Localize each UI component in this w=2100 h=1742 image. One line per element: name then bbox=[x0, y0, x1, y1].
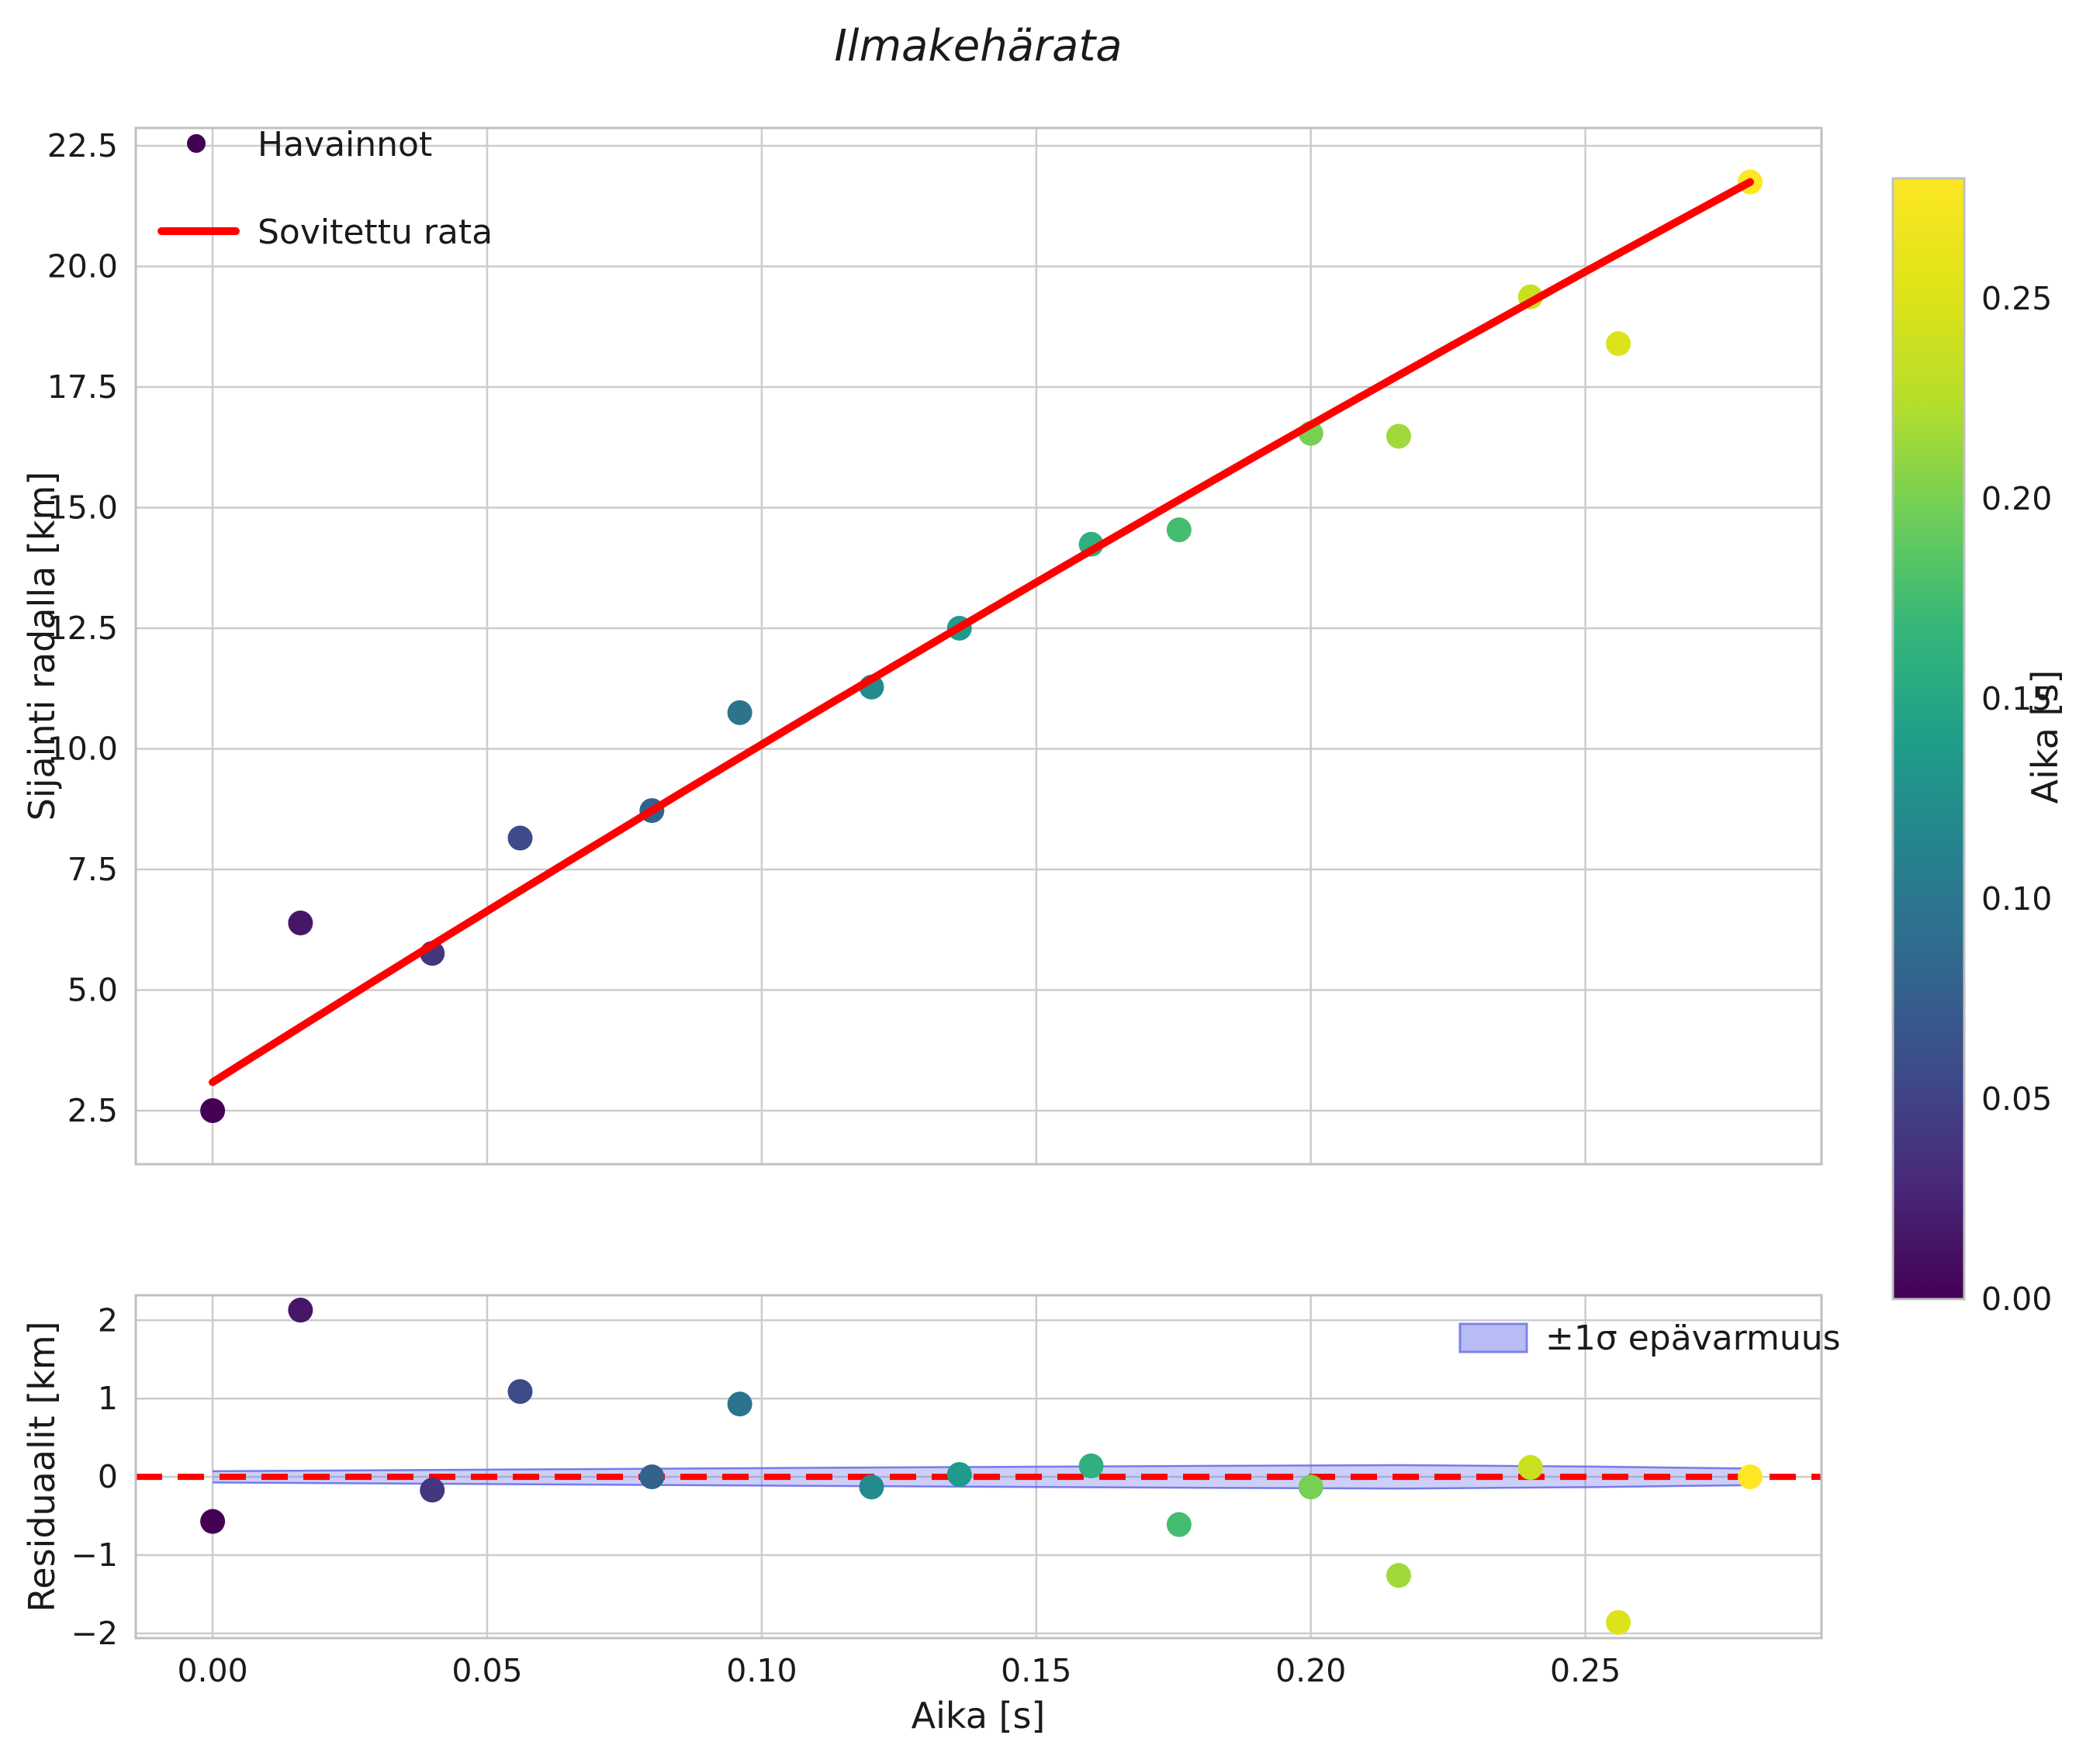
top-y-tick-label: 17.5 bbox=[47, 368, 118, 406]
colorbar-gradient bbox=[1893, 178, 1964, 1299]
top-y-tick-label: 15.0 bbox=[47, 489, 118, 526]
observation-points bbox=[200, 169, 1763, 1123]
legend-band-patch bbox=[1458, 1322, 1528, 1353]
axes-spines bbox=[134, 126, 1823, 1640]
bottom-y-tick-label: −1 bbox=[71, 1536, 118, 1574]
residual-point bbox=[420, 1478, 445, 1503]
colorbar: 0.00 0.05 0.10 0.15 0.20 0.25 bbox=[1891, 177, 2052, 1318]
bottom-y-tick-label: −2 bbox=[71, 1615, 118, 1652]
top-y-tick-label: 2.5 bbox=[67, 1092, 118, 1129]
observation-point bbox=[288, 911, 313, 936]
observation-point bbox=[200, 1097, 226, 1123]
colorbar-tick-label: 0.20 bbox=[1981, 480, 2052, 517]
residual-point bbox=[288, 1298, 313, 1323]
observation-point bbox=[1606, 331, 1631, 357]
residual-point bbox=[946, 1462, 972, 1488]
top-y-tick-label: 12.5 bbox=[47, 610, 118, 647]
bottom-x-tick-label: 0.10 bbox=[726, 1652, 797, 1689]
colorbar-label: Aika [s] bbox=[2024, 670, 2066, 804]
residual-points bbox=[200, 1298, 1763, 1635]
fit-line bbox=[209, 178, 1754, 1087]
colorbar-tick-label: 0.15 bbox=[1981, 680, 2052, 717]
legend-observations-marker bbox=[187, 134, 206, 153]
axes-spine bbox=[134, 1294, 1823, 1640]
x-axis-label: Aika [s] bbox=[912, 1695, 1046, 1737]
residual-point bbox=[1386, 1563, 1411, 1588]
figure-title: Ilmakehärata bbox=[834, 21, 1122, 71]
bottom-x-tick-label: 0.25 bbox=[1550, 1652, 1621, 1689]
residual-point bbox=[1166, 1512, 1192, 1537]
legend-band-label: ±1σ epävarmuus bbox=[1545, 1319, 1841, 1358]
residual-point bbox=[1517, 1455, 1543, 1481]
bottom-x-tick-label: 0.15 bbox=[1001, 1652, 1071, 1689]
bottom-legend: ±1σ epävarmuus bbox=[1458, 1319, 1841, 1358]
top-axes-grid bbox=[136, 128, 1821, 1164]
colorbar-tick-label: 0.00 bbox=[1981, 1281, 2052, 1318]
top-y-tick-label: 20.0 bbox=[47, 248, 118, 285]
observation-point bbox=[1166, 517, 1192, 543]
band-lower-edge bbox=[213, 1481, 1750, 1490]
residual-point bbox=[1606, 1609, 1631, 1635]
observation-point bbox=[727, 700, 752, 725]
colorbar-tick-label: 0.05 bbox=[1981, 1080, 2052, 1118]
axes-spine bbox=[134, 126, 1823, 1166]
fitted-curve bbox=[209, 178, 1754, 1087]
top-legend: Havainnot Sovitettu rata bbox=[157, 125, 493, 252]
observation-point bbox=[507, 825, 533, 851]
colorbar-outline bbox=[1891, 177, 1966, 1301]
top-y-tick-label: 10.0 bbox=[47, 730, 118, 767]
top-y-tick-label: 22.5 bbox=[47, 127, 118, 164]
bottom-y-tick-label: 0 bbox=[98, 1458, 118, 1495]
residual-point bbox=[639, 1464, 665, 1490]
colorbar-tick-label: 0.10 bbox=[1981, 880, 2052, 918]
legend-fit-label: Sovitettu rata bbox=[258, 213, 493, 252]
bottom-y-tick-label: 1 bbox=[98, 1380, 118, 1417]
legend-observations-label: Havainnot bbox=[258, 125, 432, 164]
bottom-y-axis-label: Residuaalit [km] bbox=[21, 1321, 63, 1612]
top-y-axis-label: Sijainti radalla [km] bbox=[21, 472, 63, 821]
bottom-x-tick-label: 0.00 bbox=[177, 1652, 247, 1689]
top-y-tick-label: 7.5 bbox=[67, 851, 118, 888]
bottom-axes-grid bbox=[136, 1295, 1821, 1638]
colorbar-tick-label: 0.25 bbox=[1981, 280, 2052, 317]
residual-point bbox=[507, 1379, 533, 1405]
bottom-x-tick-label: 0.20 bbox=[1275, 1652, 1346, 1689]
residual-point bbox=[1078, 1453, 1104, 1478]
bottom-x-tick-label: 0.05 bbox=[451, 1652, 522, 1689]
residual-point bbox=[1298, 1474, 1323, 1500]
top-y-tick-label: 5.0 bbox=[67, 971, 118, 1008]
bottom-y-tick-label: 2 bbox=[98, 1301, 118, 1339]
residual-point bbox=[859, 1474, 884, 1500]
residual-point bbox=[1737, 1464, 1763, 1490]
residual-point bbox=[200, 1509, 226, 1534]
tick-labels: 2.5 5.0 7.5 10.0 12.5 15.0 17.5 20.0 22.5 −2 −1 0 1 2… bbox=[47, 127, 1621, 1689]
observation-point bbox=[1386, 423, 1411, 449]
residual-point bbox=[727, 1391, 752, 1417]
